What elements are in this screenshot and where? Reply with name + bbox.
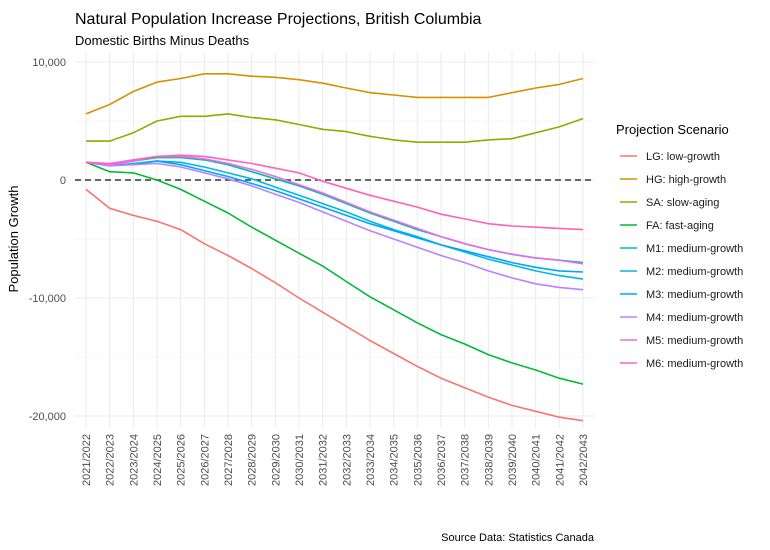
x-tick-label: 2027/2028 <box>223 434 235 486</box>
x-tick-label: 2031/2032 <box>318 434 330 486</box>
legend-label-3: SA: slow-aging <box>646 197 719 209</box>
y-axis: 10,000 0 -10,000 -20,000 <box>29 57 66 423</box>
x-tick-label: 2024/2025 <box>152 434 164 486</box>
x-tick-label: 2039/2040 <box>507 434 519 486</box>
legend-title: Projection Scenario <box>616 122 729 137</box>
legend-label-5: M1: medium-growth <box>646 243 743 255</box>
chart-subtitle: Domestic Births Minus Deaths <box>75 33 250 48</box>
legend-label-4: FA: fast-aging <box>646 220 714 232</box>
caption: Source Data: Statistics Canada <box>441 532 595 544</box>
x-tick-label: 2025/2026 <box>176 434 188 486</box>
series-line-5 <box>85 156 584 264</box>
y-tick-label: -10,000 <box>29 293 66 305</box>
x-tick-label: 2037/2038 <box>460 434 472 486</box>
x-tick-label: 2038/2039 <box>483 434 495 486</box>
series-line-4 <box>85 161 584 385</box>
x-tick-label: 2034/2035 <box>389 434 401 486</box>
x-tick-label: 2042/2043 <box>578 434 590 486</box>
legend-label-8: M4: medium-growth <box>646 312 743 324</box>
x-tick-label: 2023/2024 <box>128 434 140 486</box>
x-tick-label: 2021/2022 <box>81 434 93 486</box>
legend-label-6: M2: medium-growth <box>646 266 743 278</box>
series-line-3 <box>86 113 584 143</box>
chart-title: Natural Population Increase Projections,… <box>75 11 482 28</box>
y-tick-label: 10,000 <box>32 57 66 69</box>
legend-label-2: HG: high-growth <box>646 174 726 186</box>
y-tick-label: 0 <box>60 175 66 187</box>
x-tick-label: 2028/2029 <box>247 434 259 486</box>
legend: Projection Scenario LG: low-growth HG: hi… <box>616 122 743 370</box>
y-tick-label: -20,000 <box>29 411 66 423</box>
series-line-8 <box>85 161 584 291</box>
x-tick-label: 2036/2037 <box>436 434 448 486</box>
x-tick-label: 2035/2036 <box>412 434 424 486</box>
x-tick-label: 2032/2033 <box>341 434 353 486</box>
x-tick-label: 2026/2027 <box>199 434 211 486</box>
grid <box>75 52 594 428</box>
y-axis-title: Population Growth <box>6 186 21 293</box>
x-tick-label: 2022/2023 <box>105 434 117 486</box>
series-line-2 <box>85 73 584 115</box>
legend-label-9: M5: medium-growth <box>646 335 743 347</box>
series-line-10 <box>85 154 584 231</box>
x-axis: 2021/2022 2022/2023 2023/2024 2024/2025 2025… <box>81 434 590 486</box>
series-line-7 <box>85 160 584 273</box>
legend-label-10: M6: medium-growth <box>646 358 743 370</box>
legend-label-7: M3: medium-growth <box>646 289 743 301</box>
series-layer <box>85 73 584 422</box>
x-tick-label: 2041/2042 <box>554 434 566 486</box>
x-tick-label: 2030/2031 <box>294 434 306 486</box>
x-tick-label: 2029/2030 <box>270 434 282 486</box>
x-tick-label: 2033/2034 <box>365 434 377 486</box>
x-tick-label: 2040/2041 <box>531 434 543 486</box>
series-line-9 <box>85 155 584 265</box>
series-line-6 <box>85 160 584 280</box>
series-line-1 <box>85 188 584 422</box>
legend-label-1: LG: low-growth <box>646 151 720 163</box>
